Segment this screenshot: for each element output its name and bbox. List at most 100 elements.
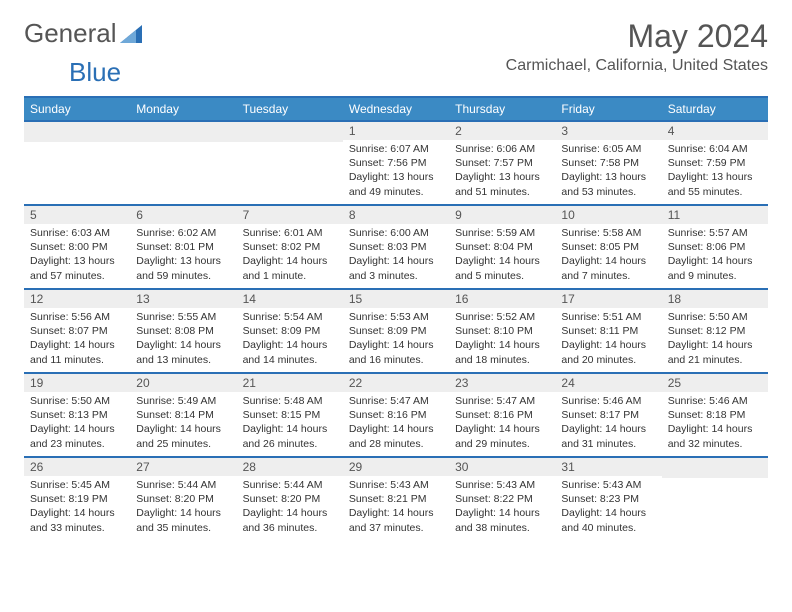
sunset-text: Sunset: 8:17 PM [561,408,655,422]
sunset-text: Sunset: 8:09 PM [243,324,337,338]
day-details: Sunrise: 5:43 AMSunset: 8:22 PMDaylight:… [449,476,555,539]
day-number: 21 [237,374,343,392]
day-details: Sunrise: 5:52 AMSunset: 8:10 PMDaylight:… [449,308,555,371]
day-details: Sunrise: 6:00 AMSunset: 8:03 PMDaylight:… [343,224,449,287]
day-cell: 29Sunrise: 5:43 AMSunset: 8:21 PMDayligh… [343,458,449,540]
day-number: 29 [343,458,449,476]
day-cell [662,458,768,540]
sunrise-text: Sunrise: 6:00 AM [349,226,443,240]
day-cell: 20Sunrise: 5:49 AMSunset: 8:14 PMDayligh… [130,374,236,456]
day-number: 31 [555,458,661,476]
sunrise-text: Sunrise: 5:43 AM [349,478,443,492]
daylight-text: Daylight: 14 hours and 35 minutes. [136,506,230,534]
sunrise-text: Sunrise: 5:46 AM [668,394,762,408]
week-row: 12Sunrise: 5:56 AMSunset: 8:07 PMDayligh… [24,288,768,372]
day-details: Sunrise: 5:56 AMSunset: 8:07 PMDaylight:… [24,308,130,371]
sunrise-text: Sunrise: 5:56 AM [30,310,124,324]
day-details: Sunrise: 5:46 AMSunset: 8:18 PMDaylight:… [662,392,768,455]
week-row: 19Sunrise: 5:50 AMSunset: 8:13 PMDayligh… [24,372,768,456]
month-title: May 2024 [506,18,768,55]
sunrise-text: Sunrise: 5:46 AM [561,394,655,408]
day-cell: 17Sunrise: 5:51 AMSunset: 8:11 PMDayligh… [555,290,661,372]
day-number: 4 [662,122,768,140]
day-header: Wednesday [343,98,449,120]
day-cell: 8Sunrise: 6:00 AMSunset: 8:03 PMDaylight… [343,206,449,288]
sunset-text: Sunset: 8:00 PM [30,240,124,254]
day-header: Sunday [24,98,130,120]
day-details: Sunrise: 5:54 AMSunset: 8:09 PMDaylight:… [237,308,343,371]
daylight-text: Daylight: 14 hours and 26 minutes. [243,422,337,450]
daylight-text: Daylight: 14 hours and 28 minutes. [349,422,443,450]
sunset-text: Sunset: 8:19 PM [30,492,124,506]
week-row: 1Sunrise: 6:07 AMSunset: 7:56 PMDaylight… [24,120,768,204]
sunrise-text: Sunrise: 5:45 AM [30,478,124,492]
day-cell: 25Sunrise: 5:46 AMSunset: 8:18 PMDayligh… [662,374,768,456]
sunrise-text: Sunrise: 6:06 AM [455,142,549,156]
day-cell: 15Sunrise: 5:53 AMSunset: 8:09 PMDayligh… [343,290,449,372]
sunrise-text: Sunrise: 5:48 AM [243,394,337,408]
daylight-text: Daylight: 14 hours and 23 minutes. [30,422,124,450]
day-number [130,122,236,142]
day-number: 5 [24,206,130,224]
sunrise-text: Sunrise: 5:57 AM [668,226,762,240]
day-details: Sunrise: 5:48 AMSunset: 8:15 PMDaylight:… [237,392,343,455]
sunrise-text: Sunrise: 5:44 AM [136,478,230,492]
sunrise-text: Sunrise: 5:55 AM [136,310,230,324]
sunrise-text: Sunrise: 5:50 AM [30,394,124,408]
daylight-text: Daylight: 14 hours and 5 minutes. [455,254,549,282]
sunrise-text: Sunrise: 6:01 AM [243,226,337,240]
day-cell: 5Sunrise: 6:03 AMSunset: 8:00 PMDaylight… [24,206,130,288]
logo-text-2: Blue [69,57,121,87]
sunset-text: Sunset: 8:23 PM [561,492,655,506]
day-details: Sunrise: 5:45 AMSunset: 8:19 PMDaylight:… [24,476,130,539]
day-cell: 19Sunrise: 5:50 AMSunset: 8:13 PMDayligh… [24,374,130,456]
sunset-text: Sunset: 8:20 PM [136,492,230,506]
day-details: Sunrise: 5:57 AMSunset: 8:06 PMDaylight:… [662,224,768,287]
day-number [237,122,343,142]
day-cell: 26Sunrise: 5:45 AMSunset: 8:19 PMDayligh… [24,458,130,540]
day-number: 11 [662,206,768,224]
daylight-text: Daylight: 13 hours and 49 minutes. [349,170,443,198]
day-number: 22 [343,374,449,392]
day-number: 20 [130,374,236,392]
day-number: 9 [449,206,555,224]
day-number: 1 [343,122,449,140]
daylight-text: Daylight: 14 hours and 13 minutes. [136,338,230,366]
day-details: Sunrise: 6:05 AMSunset: 7:58 PMDaylight:… [555,140,661,203]
day-cell: 23Sunrise: 5:47 AMSunset: 8:16 PMDayligh… [449,374,555,456]
day-details: Sunrise: 5:44 AMSunset: 8:20 PMDaylight:… [130,476,236,539]
day-number: 2 [449,122,555,140]
daylight-text: Daylight: 14 hours and 25 minutes. [136,422,230,450]
sunrise-text: Sunrise: 6:02 AM [136,226,230,240]
day-header: Saturday [662,98,768,120]
sunset-text: Sunset: 8:01 PM [136,240,230,254]
daylight-text: Daylight: 14 hours and 3 minutes. [349,254,443,282]
sunset-text: Sunset: 8:12 PM [668,324,762,338]
daylight-text: Daylight: 14 hours and 29 minutes. [455,422,549,450]
day-cell: 4Sunrise: 6:04 AMSunset: 7:59 PMDaylight… [662,122,768,204]
daylight-text: Daylight: 14 hours and 7 minutes. [561,254,655,282]
week-row: 26Sunrise: 5:45 AMSunset: 8:19 PMDayligh… [24,456,768,540]
sunset-text: Sunset: 8:10 PM [455,324,549,338]
sunset-text: Sunset: 8:04 PM [455,240,549,254]
daylight-text: Daylight: 13 hours and 57 minutes. [30,254,124,282]
day-number: 12 [24,290,130,308]
sunset-text: Sunset: 8:13 PM [30,408,124,422]
sunset-text: Sunset: 8:16 PM [455,408,549,422]
sunset-text: Sunset: 8:18 PM [668,408,762,422]
sunset-text: Sunset: 7:56 PM [349,156,443,170]
day-number: 23 [449,374,555,392]
sunset-text: Sunset: 8:02 PM [243,240,337,254]
day-number: 26 [24,458,130,476]
daylight-text: Daylight: 14 hours and 16 minutes. [349,338,443,366]
day-details: Sunrise: 5:44 AMSunset: 8:20 PMDaylight:… [237,476,343,539]
day-details: Sunrise: 5:43 AMSunset: 8:21 PMDaylight:… [343,476,449,539]
day-header: Thursday [449,98,555,120]
daylight-text: Daylight: 14 hours and 20 minutes. [561,338,655,366]
day-number: 30 [449,458,555,476]
day-number [662,458,768,478]
day-cell: 16Sunrise: 5:52 AMSunset: 8:10 PMDayligh… [449,290,555,372]
day-details: Sunrise: 5:53 AMSunset: 8:09 PMDaylight:… [343,308,449,371]
daylight-text: Daylight: 14 hours and 38 minutes. [455,506,549,534]
day-number: 17 [555,290,661,308]
